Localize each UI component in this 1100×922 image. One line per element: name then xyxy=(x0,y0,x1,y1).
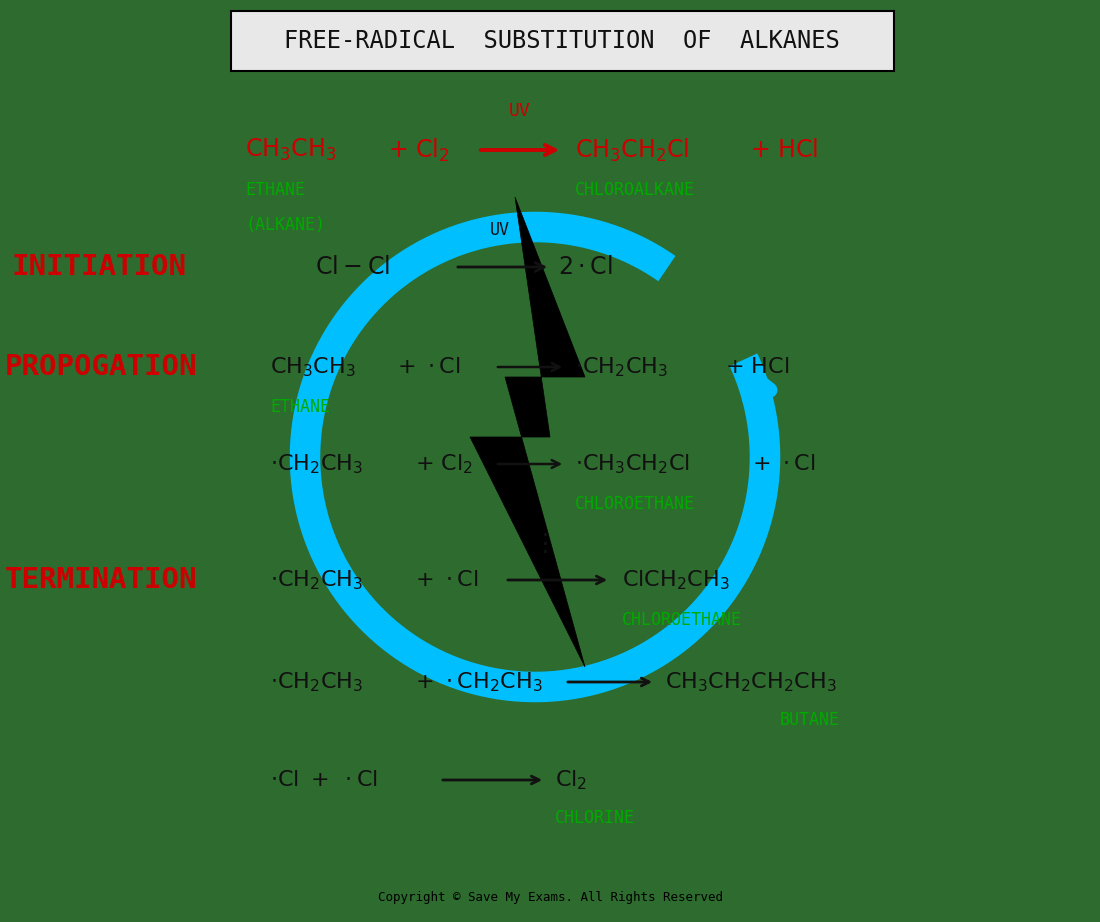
Text: ETHANE: ETHANE xyxy=(245,181,305,199)
Text: UV: UV xyxy=(490,221,510,239)
Text: Copyright © Save My Exams. All Rights Reserved: Copyright © Save My Exams. All Rights Re… xyxy=(377,891,723,904)
Text: FREE-RADICAL  SUBSTITUTION  OF  ALKANES: FREE-RADICAL SUBSTITUTION OF ALKANES xyxy=(284,29,840,53)
Text: TERMINATION: TERMINATION xyxy=(6,566,198,594)
Text: CHLOROETHANE: CHLOROETHANE xyxy=(575,495,695,513)
FancyBboxPatch shape xyxy=(231,11,894,71)
Text: $\mathsf{+\ HCl}$: $\mathsf{+\ HCl}$ xyxy=(750,138,818,162)
Text: $\mathsf{2\cdot Cl}$: $\mathsf{2\cdot Cl}$ xyxy=(558,255,613,279)
Text: CHLOROALKANE: CHLOROALKANE xyxy=(575,181,695,199)
Text: CHLOROETHANE: CHLOROETHANE xyxy=(621,611,742,629)
Text: $\mathsf{+\ HCl}$: $\mathsf{+\ HCl}$ xyxy=(725,357,790,377)
Text: INITIATION: INITIATION xyxy=(12,253,187,281)
Text: $\mathsf{Cl-Cl}$: $\mathsf{Cl-Cl}$ xyxy=(315,255,389,279)
Text: $\mathsf{Cl_2}$: $\mathsf{Cl_2}$ xyxy=(556,768,587,792)
Text: $\mathsf{+\ \cdot Cl}$: $\mathsf{+\ \cdot Cl}$ xyxy=(752,454,815,474)
Text: PROPOGATION: PROPOGATION xyxy=(6,353,198,381)
Text: BUTANE: BUTANE xyxy=(780,711,840,729)
Text: $\mathsf{CH_3CH_2Cl}$: $\mathsf{CH_3CH_2Cl}$ xyxy=(575,136,690,163)
Text: $\mathsf{CH_3CH_3}$: $\mathsf{CH_3CH_3}$ xyxy=(245,136,337,163)
Text: $\mathsf{+\ Cl_2}$: $\mathsf{+\ Cl_2}$ xyxy=(415,452,473,476)
Text: $\mathsf{+\ \cdot CH_2CH_3}$: $\mathsf{+\ \cdot CH_2CH_3}$ xyxy=(415,670,542,693)
Text: $\mathsf{\cdot CH_2CH_3}$: $\mathsf{\cdot CH_2CH_3}$ xyxy=(270,452,363,476)
Text: $\mathsf{ClCH_2CH_3}$: $\mathsf{ClCH_2CH_3}$ xyxy=(621,568,729,592)
Text: $\mathsf{+\ \cdot Cl}$: $\mathsf{+\ \cdot Cl}$ xyxy=(397,357,460,377)
Text: (ALKANE): (ALKANE) xyxy=(245,216,324,234)
Text: UV: UV xyxy=(509,102,531,120)
Text: CHLORINE: CHLORINE xyxy=(556,809,635,827)
Text: $\mathsf{\cdot Cl\ +\ \cdot Cl}$: $\mathsf{\cdot Cl\ +\ \cdot Cl}$ xyxy=(270,770,378,790)
Text: $\mathsf{+\ \cdot Cl}$: $\mathsf{+\ \cdot Cl}$ xyxy=(415,570,478,590)
Text: $\vdots$: $\vdots$ xyxy=(532,532,548,556)
Text: $\mathsf{+\ Cl_2}$: $\mathsf{+\ Cl_2}$ xyxy=(388,136,450,163)
Text: ETHANE: ETHANE xyxy=(270,398,330,416)
Text: $\mathsf{CH_3CH_2CH_2CH_3}$: $\mathsf{CH_3CH_2CH_2CH_3}$ xyxy=(666,670,837,693)
Text: $\mathsf{\cdot CH_3CH_2Cl}$: $\mathsf{\cdot CH_3CH_2Cl}$ xyxy=(575,452,690,476)
Text: $\mathsf{CH_3CH_3}$: $\mathsf{CH_3CH_3}$ xyxy=(270,355,356,379)
Text: $\mathsf{\cdot CH_2CH_3}$: $\mathsf{\cdot CH_2CH_3}$ xyxy=(270,670,363,693)
Text: $\mathsf{\cdot CH_2CH_3}$: $\mathsf{\cdot CH_2CH_3}$ xyxy=(575,355,668,379)
Polygon shape xyxy=(470,197,585,667)
Text: $\mathsf{\cdot CH_2CH_3}$: $\mathsf{\cdot CH_2CH_3}$ xyxy=(270,568,363,592)
